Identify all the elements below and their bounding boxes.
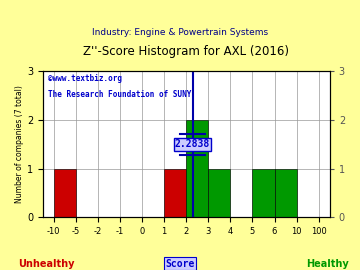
Text: ©www.textbiz.org: ©www.textbiz.org: [49, 74, 122, 83]
Title: Z''-Score Histogram for AXL (2016): Z''-Score Histogram for AXL (2016): [83, 45, 289, 58]
Bar: [252, 169, 275, 217]
Bar: [186, 120, 208, 217]
Text: Healthy: Healthy: [306, 259, 349, 269]
Bar: [164, 169, 186, 217]
Text: Unhealthy: Unhealthy: [19, 259, 75, 269]
Bar: [208, 169, 230, 217]
Text: 2.2838: 2.2838: [175, 139, 210, 149]
Text: Score: Score: [165, 259, 195, 269]
Bar: [275, 169, 297, 217]
Text: Industry: Engine & Powertrain Systems: Industry: Engine & Powertrain Systems: [92, 28, 268, 37]
Y-axis label: Number of companies (7 total): Number of companies (7 total): [15, 85, 24, 203]
Bar: [54, 169, 76, 217]
Text: The Research Foundation of SUNY: The Research Foundation of SUNY: [49, 90, 192, 99]
